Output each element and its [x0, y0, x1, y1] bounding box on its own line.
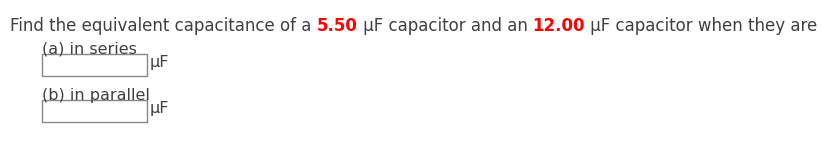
Bar — [42, 54, 147, 76]
Text: Find the equivalent capacitance of a: Find the equivalent capacitance of a — [10, 17, 316, 35]
Text: 5.50: 5.50 — [316, 17, 358, 35]
Text: μF: μF — [150, 101, 169, 116]
Bar — [42, 100, 147, 122]
Text: μF: μF — [150, 55, 169, 70]
Text: (b) in parallel: (b) in parallel — [42, 88, 150, 103]
Text: (a) in series: (a) in series — [42, 42, 137, 57]
Text: μF capacitor when they are connected as follows.: μF capacitor when they are connected as … — [585, 17, 822, 35]
Text: 12.00: 12.00 — [533, 17, 585, 35]
Text: μF capacitor and an: μF capacitor and an — [358, 17, 533, 35]
